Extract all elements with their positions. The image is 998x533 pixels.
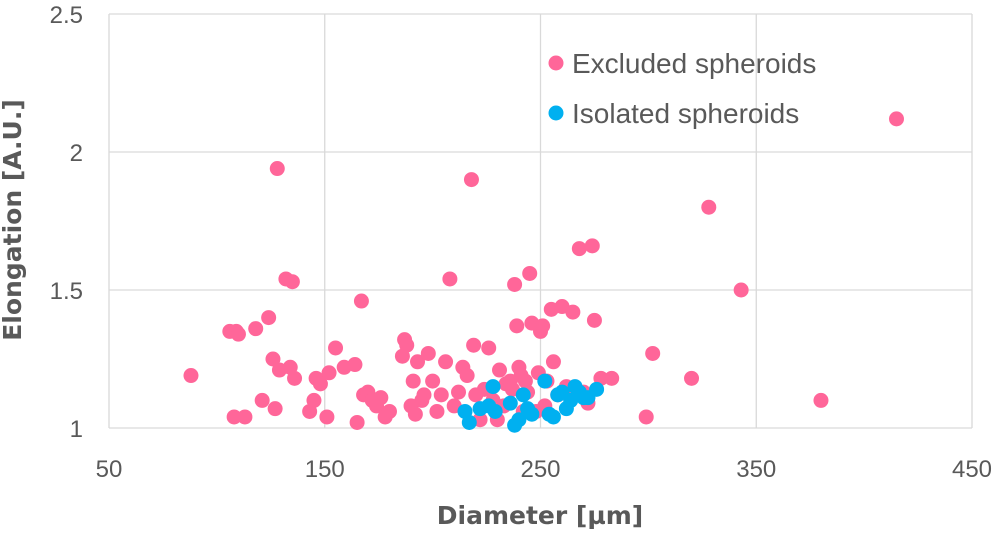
data-point — [265, 351, 281, 367]
data-point — [349, 414, 365, 430]
data-point — [381, 403, 397, 419]
data-point — [584, 238, 600, 254]
legend-marker-excluded — [548, 55, 564, 71]
y-tick-label: 1.5 — [50, 278, 83, 305]
data-point — [535, 318, 551, 334]
data-point — [701, 199, 717, 215]
data-point — [571, 241, 587, 257]
data-point — [509, 318, 525, 334]
data-point — [399, 337, 415, 353]
data-points — [183, 111, 904, 433]
x-tick-label: 250 — [520, 456, 560, 483]
data-point — [565, 304, 581, 320]
data-point — [442, 271, 458, 287]
data-point — [466, 337, 482, 353]
data-point — [888, 111, 904, 127]
data-point — [226, 409, 242, 425]
y-tick-label: 2.5 — [50, 2, 83, 29]
data-point — [463, 172, 479, 188]
data-point — [373, 390, 389, 406]
x-axis-title: Diameter [µm] — [437, 501, 643, 530]
data-point — [321, 365, 337, 381]
data-point — [230, 326, 246, 342]
data-point — [485, 379, 501, 395]
data-point — [407, 406, 423, 422]
data-point — [420, 345, 436, 361]
data-point — [328, 340, 344, 356]
data-point — [237, 409, 253, 425]
data-point — [524, 406, 540, 422]
x-tick-label: 50 — [96, 456, 123, 483]
data-point — [459, 368, 475, 384]
data-point — [284, 274, 300, 290]
data-point — [425, 373, 441, 389]
data-point — [537, 373, 553, 389]
data-point — [461, 414, 477, 430]
y-tick-label: 1 — [70, 416, 83, 443]
data-point — [451, 384, 467, 400]
data-point — [269, 161, 285, 177]
x-tick-label: 350 — [736, 456, 776, 483]
data-point — [813, 392, 829, 408]
y-tick-label: 2 — [70, 140, 83, 167]
data-point — [183, 368, 199, 384]
series-isolated — [457, 373, 605, 433]
data-point — [604, 370, 620, 386]
data-point — [511, 412, 527, 428]
data-point — [353, 293, 369, 309]
data-point — [645, 345, 661, 361]
legend: Excluded spheroids Isolated spheroids — [548, 48, 816, 129]
data-point — [416, 387, 432, 403]
x-tick-label: 450 — [952, 456, 992, 483]
data-point — [405, 373, 421, 389]
data-point — [319, 409, 335, 425]
data-point — [410, 354, 426, 370]
data-point — [638, 409, 654, 425]
data-point — [507, 276, 523, 292]
tick-labels: 50 150 250 350 450 1 1.5 2 2.5 — [50, 2, 992, 483]
data-point — [515, 387, 531, 403]
data-point — [545, 354, 561, 370]
data-point — [438, 354, 454, 370]
grid-lines — [108, 13, 973, 429]
data-point — [267, 401, 283, 417]
y-axis-title: Elongation [A.U.] — [0, 99, 27, 341]
data-point — [254, 392, 270, 408]
data-point — [481, 340, 497, 356]
data-point — [492, 362, 508, 378]
data-point — [248, 321, 264, 337]
data-point — [312, 376, 328, 392]
data-point — [733, 282, 749, 298]
data-point — [586, 312, 602, 328]
data-point — [287, 370, 303, 386]
data-point — [261, 310, 277, 326]
data-point — [429, 403, 445, 419]
legend-marker-isolated — [548, 105, 564, 121]
data-point — [684, 370, 700, 386]
x-tick-label: 150 — [305, 456, 345, 483]
data-point — [589, 381, 605, 397]
data-point — [502, 395, 518, 411]
data-point — [545, 409, 561, 425]
data-point — [347, 357, 363, 373]
data-point — [522, 265, 538, 281]
data-point — [306, 392, 322, 408]
legend-label-excluded: Excluded spheroids — [572, 48, 816, 79]
data-point — [433, 387, 449, 403]
data-point — [487, 403, 503, 419]
legend-label-isolated: Isolated spheroids — [572, 98, 799, 129]
